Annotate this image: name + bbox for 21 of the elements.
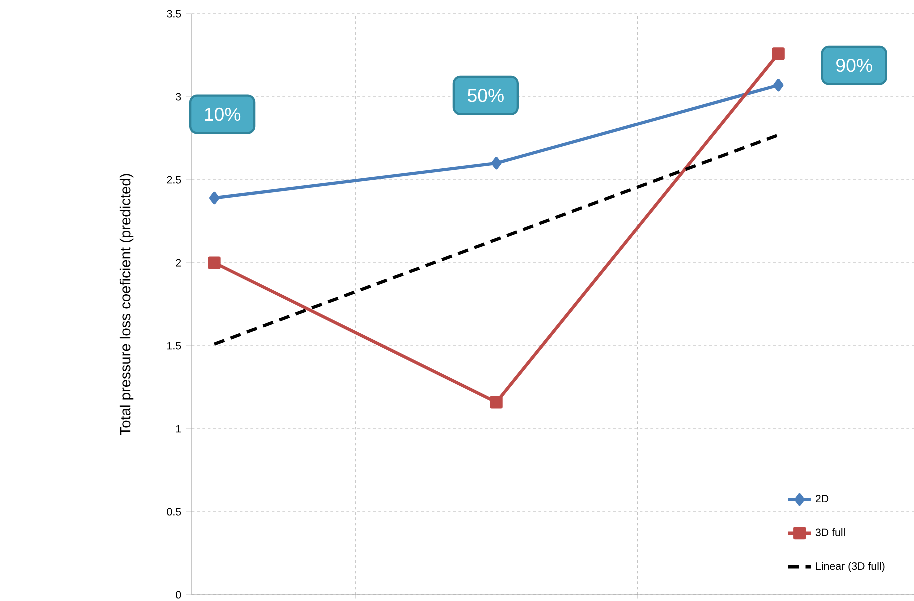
legend-label: 2D [816, 495, 829, 503]
point [774, 79, 784, 92]
point [490, 396, 503, 409]
point [772, 48, 785, 60]
y-tick-label: 0 [176, 591, 182, 599]
y-tick-label: 3.5 [167, 10, 182, 18]
point [208, 256, 221, 270]
y-tick-label: 1 [176, 425, 182, 433]
annotation: 50% [468, 89, 504, 102]
annotation: 10% [205, 108, 241, 122]
y-tick-label: 1.5 [168, 342, 182, 350]
point [209, 192, 220, 205]
y-tick-label: 2 [176, 259, 182, 267]
legend-label: 3D full [816, 528, 845, 536]
legend-label: Linear (3D full) [816, 562, 885, 572]
y-tick-label: 3 [176, 93, 182, 101]
y-tick-label: 2.5 [167, 176, 182, 184]
y-tick-label: 0.5 [167, 508, 182, 516]
point [491, 157, 502, 170]
y-axis-title: Total pressure loss coeficient (predicted) [120, 174, 134, 436]
annotation: 90% [836, 58, 872, 72]
